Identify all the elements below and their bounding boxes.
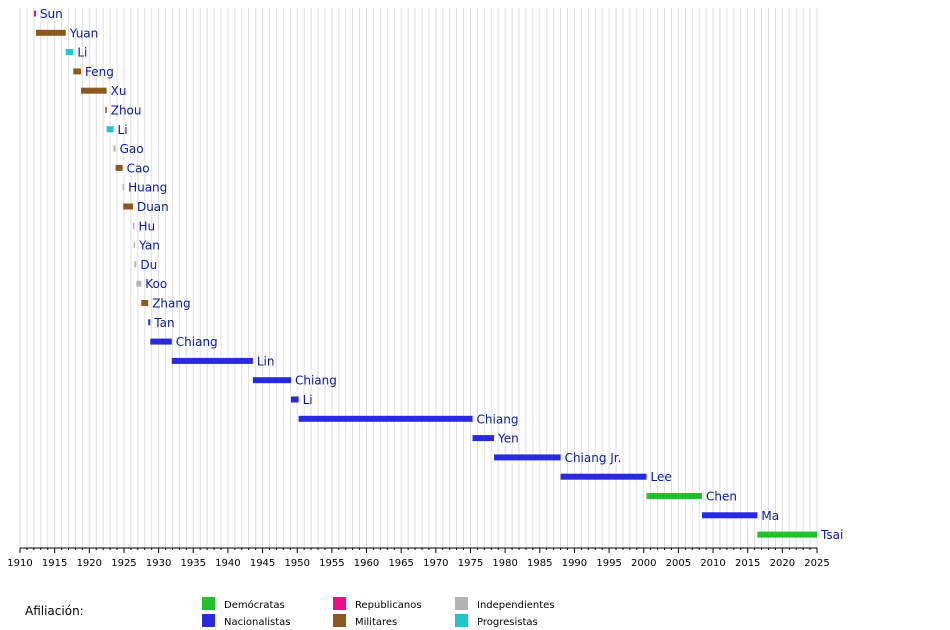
bar-label-15: Zhang	[152, 297, 190, 311]
bar-label-2: Li	[77, 46, 87, 60]
bar-label-22: Yen	[497, 432, 519, 446]
bar-yan-12	[133, 242, 136, 249]
bar-label-1: Yuan	[69, 26, 99, 40]
bar-xu-4	[80, 87, 107, 94]
x-tick-label-1990: 1990	[562, 558, 587, 569]
x-tick-label-1955: 1955	[319, 558, 344, 569]
bar-label-16: Tan	[153, 316, 174, 330]
bar-label-20: Li	[303, 393, 313, 407]
x-tick-label-1940: 1940	[215, 558, 240, 569]
x-tick-label-2005: 2005	[666, 558, 691, 569]
bar-chiang-jr--23	[494, 454, 561, 461]
bar-feng-3	[73, 68, 81, 75]
bar-label-27: Tsai	[820, 528, 843, 542]
bar-label-23: Chiang Jr.	[565, 451, 622, 465]
bar-huang-9	[122, 184, 125, 191]
legend-label-2: Republicanos	[355, 600, 422, 611]
bar-yen-22	[472, 435, 495, 442]
bar-label-25: Chen	[706, 490, 737, 504]
bar-li-2	[65, 49, 74, 56]
x-tick-label-1915: 1915	[42, 558, 67, 569]
x-tick-label-1945: 1945	[250, 558, 275, 569]
x-tick-label-1985: 1985	[527, 558, 552, 569]
x-tick-label-2015: 2015	[735, 558, 760, 569]
legend-label-3: Militares	[355, 617, 397, 628]
bar-cao-8	[115, 164, 123, 171]
x-tick-label-1970: 1970	[423, 558, 448, 569]
bar-label-19: Chiang	[295, 374, 337, 388]
bar-label-26: Ma	[761, 509, 779, 523]
x-tick-label-1950: 1950	[284, 558, 309, 569]
bar-label-4: Xu	[111, 84, 127, 98]
gridlines	[19, 8, 818, 548]
bar-label-3: Feng	[85, 65, 114, 79]
legend-swatch-2	[333, 597, 346, 610]
x-tick-label-1935: 1935	[181, 558, 206, 569]
bar-label-5: Zhou	[111, 104, 142, 118]
bar-tsai-27	[757, 531, 817, 538]
bar-li-6	[106, 126, 114, 133]
bar-label-6: Li	[118, 123, 128, 137]
bar-label-9: Huang	[128, 181, 167, 195]
x-tick-label-1925: 1925	[111, 558, 136, 569]
bar-zhou-5	[105, 107, 107, 113]
x-tick-label-1965: 1965	[388, 558, 413, 569]
bar-gao-7	[113, 145, 116, 152]
bar-label-10: Duan	[137, 200, 169, 214]
x-tick-label-2000: 2000	[631, 558, 656, 569]
x-tick-label-1980: 1980	[492, 558, 517, 569]
bar-label-18: Lin	[257, 354, 275, 368]
legend-label-4: Independientes	[477, 600, 555, 611]
legend-swatch-0	[202, 597, 215, 610]
bar-chiang-21	[298, 415, 473, 422]
bar-label-17: Chiang	[176, 335, 218, 349]
bar-label-12: Yan	[138, 239, 160, 253]
x-tick-label-1975: 1975	[458, 558, 483, 569]
bar-duan-10	[123, 203, 133, 210]
legend-swatch-4	[455, 597, 468, 610]
legend-swatch-5	[455, 614, 468, 627]
bar-label-0: Sun	[40, 7, 63, 21]
bar-lee-24	[560, 473, 647, 480]
x-tick-label-1910: 1910	[7, 558, 32, 569]
bar-label-24: Lee	[651, 470, 672, 484]
bar-zhang-15	[141, 300, 149, 306]
x-tick-label-1920: 1920	[77, 558, 102, 569]
legend-label-1: Nacionalistas	[224, 617, 291, 628]
bar-label-13: Du	[140, 258, 157, 272]
legend-label-0: Demócratas	[224, 599, 285, 611]
bar-label-8: Cao	[127, 161, 150, 175]
bar-chiang-19	[252, 377, 291, 384]
bar-li-20	[290, 396, 299, 403]
x-axis: 1910 1915 1920 1925 1930 1935 1940 1945 1950 1955…	[7, 547, 830, 569]
bar-koo-14	[136, 280, 142, 287]
legend: Afiliación: Demócratas Nacionalistas Repub…	[25, 597, 555, 628]
x-tick-label-1930: 1930	[146, 558, 171, 569]
bar-label-11: Hu	[138, 219, 155, 233]
legend-swatch-3	[333, 614, 346, 627]
bar-yuan-1	[35, 29, 66, 36]
bar-sun-0	[33, 10, 36, 17]
bar-tan-16	[148, 319, 151, 326]
x-tick-label-1960: 1960	[354, 558, 379, 569]
x-tick-label-1995: 1995	[596, 558, 621, 569]
legend-swatch-1	[202, 614, 215, 627]
bar-chen-25	[646, 493, 702, 499]
x-tick-label-2020: 2020	[770, 558, 795, 569]
x-tick-label-2010: 2010	[700, 558, 725, 569]
bar-label-14: Koo	[145, 277, 167, 291]
bar-label-7: Gao	[120, 142, 144, 156]
bar-chiang-17	[150, 338, 172, 345]
bar-lin-18	[171, 357, 253, 364]
bar-ma-26	[701, 512, 758, 519]
bar-hu-11	[132, 222, 135, 229]
bar-label-21: Chiang	[477, 412, 519, 426]
bars-group: Sun Yuan Li Feng Xu Zhou Li Gao Cao Huang Duan Hu Ya…	[33, 7, 843, 542]
legend-title: Afiliación:	[25, 604, 84, 618]
legend-label-5: Progresistas	[477, 617, 538, 628]
bar-du-13	[134, 261, 137, 268]
x-tick-label-2025: 2025	[804, 558, 829, 569]
